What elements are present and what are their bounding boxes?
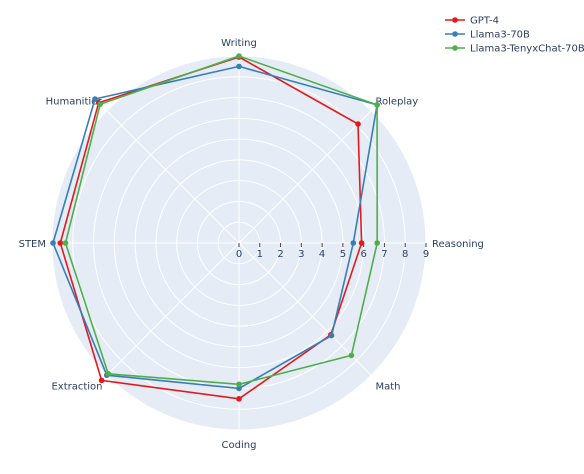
data-point [50, 240, 56, 246]
data-point [358, 240, 365, 246]
legend-label: GPT-4 [470, 16, 499, 27]
data-point [355, 121, 361, 127]
category-label-roleplay: Roleplay [375, 97, 418, 108]
radial-tick-label: 7 [381, 249, 387, 260]
radial-tick-label: 3 [298, 249, 304, 260]
legend: GPT-4 Llama3-70B Llama3-TenyxChat-70B [445, 16, 584, 55]
legend-label: Llama3-TenyxChat-70B [470, 44, 584, 55]
data-point [236, 396, 242, 402]
data-point [236, 53, 242, 59]
legend-item[interactable]: GPT-4 [445, 16, 499, 27]
data-point [105, 370, 112, 377]
radial-tick-label: 5 [340, 249, 346, 260]
angular-axis-labels: Writing Roleplay Reasoning Math Coding Extrac… [19, 38, 484, 451]
data-point [57, 240, 64, 246]
data-point [236, 63, 242, 70]
radial-tick-label: 1 [257, 249, 263, 260]
category-label-coding: Coding [222, 440, 257, 451]
radial-tick-label: 6 [360, 249, 366, 260]
data-point [328, 332, 335, 339]
legend-item[interactable]: Llama3-70B [445, 30, 530, 41]
legend-marker [452, 31, 458, 37]
grid-spoke [106, 242, 240, 376]
data-point [98, 377, 105, 384]
data-point [92, 96, 98, 102]
radial-tick-label: 9 [423, 249, 429, 260]
data-point [348, 352, 355, 359]
radial-tick-label: 8 [402, 249, 408, 260]
radial-tick-labels: 0 1 2 3 4 5 6 7 8 9 [236, 243, 429, 260]
legend-label: Llama3-70B [470, 30, 530, 41]
series-layer [50, 53, 380, 402]
data-point [350, 240, 357, 246]
series-llama3-tenyxchat-70b [62, 53, 380, 388]
category-label-extraction: Extraction [51, 381, 102, 392]
radial-tick-label: 2 [277, 249, 283, 260]
data-point [374, 102, 380, 108]
data-point [97, 101, 103, 107]
legend-item[interactable]: Llama3-TenyxChat-70B [445, 44, 584, 55]
data-point [236, 381, 242, 388]
radial-tick-label: 0 [236, 249, 242, 260]
radial-tick-label: 4 [319, 249, 325, 260]
legend-marker [452, 17, 458, 23]
legend-marker [452, 45, 458, 51]
grid-spoke [106, 110, 240, 244]
category-label-reasoning: Reasoning [432, 239, 484, 250]
data-point [62, 240, 69, 246]
category-label-stem: STEM [19, 239, 46, 250]
data-point [374, 240, 380, 246]
category-label-math: Math [375, 381, 400, 392]
grid-spoke [238, 242, 372, 376]
category-label-writing: Writing [221, 38, 257, 49]
data-point [236, 385, 242, 392]
grid-spoke [238, 110, 372, 244]
category-label-humanities: Humanities [46, 97, 103, 108]
